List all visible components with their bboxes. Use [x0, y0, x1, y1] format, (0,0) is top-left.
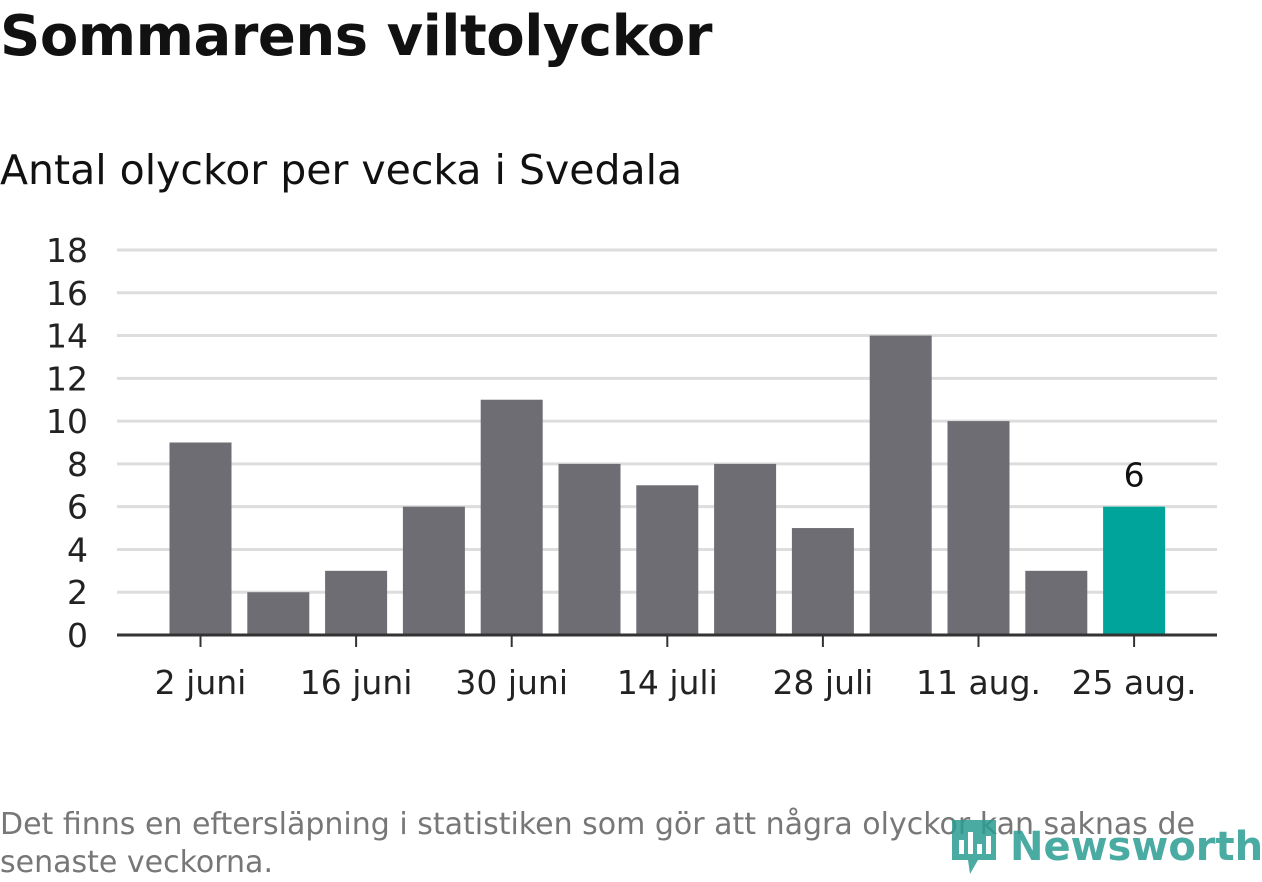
logo-text: Newsworthy [1010, 824, 1262, 870]
bar [402, 506, 465, 635]
newsworthy-chart-logo-icon [952, 820, 996, 874]
y-tick-label: 10 [46, 402, 88, 441]
bar [636, 485, 699, 635]
bar [1025, 570, 1088, 635]
x-axis: 2 juni 16 juni 30 juni 14 juli 28 juli 11 aug… [117, 633, 1217, 702]
y-tick-label: 16 [46, 274, 88, 313]
data-label: 6 [1124, 456, 1145, 495]
bar [247, 592, 310, 635]
y-tick-label: 0 [67, 616, 88, 655]
bar [558, 463, 621, 635]
newsworthy-logo: Newsworthy [948, 816, 1262, 878]
bar [325, 570, 388, 635]
x-tick-label: 28 juli [772, 663, 873, 702]
x-tick-label: 14 juli [617, 663, 718, 702]
bar [480, 399, 543, 635]
data-labels: 6 [1124, 456, 1145, 495]
bar [869, 335, 932, 635]
bar [791, 528, 854, 635]
x-tick-label: 30 juni [455, 663, 568, 702]
x-tick-label: 25 aug. [1072, 663, 1197, 702]
y-tick-label: 8 [67, 445, 88, 484]
bar [947, 421, 1010, 635]
chart-subtitle: Antal olyckor per vecka i Svedala [0, 146, 683, 194]
x-tick-label: 16 juni [300, 663, 413, 702]
bar [169, 442, 232, 635]
bar [714, 463, 777, 635]
chart-title: Sommarens viltolyckor [0, 4, 712, 69]
x-tick-label: 2 juni [155, 663, 247, 702]
y-tick-label: 4 [67, 530, 88, 569]
y-tick-label: 2 [67, 573, 88, 612]
y-tick-label: 14 [46, 317, 88, 356]
y-tick-label: 18 [46, 231, 88, 270]
y-tick-label: 6 [67, 488, 88, 527]
x-tick-label: 11 aug. [916, 663, 1041, 702]
bars [169, 335, 1166, 635]
y-tick-label: 12 [46, 359, 88, 398]
bar [1103, 506, 1166, 635]
